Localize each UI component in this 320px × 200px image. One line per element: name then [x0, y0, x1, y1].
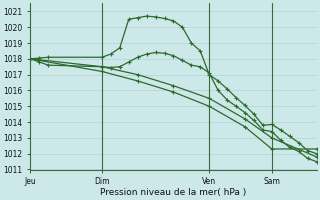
X-axis label: Pression niveau de la mer( hPa ): Pression niveau de la mer( hPa ) — [100, 188, 247, 197]
